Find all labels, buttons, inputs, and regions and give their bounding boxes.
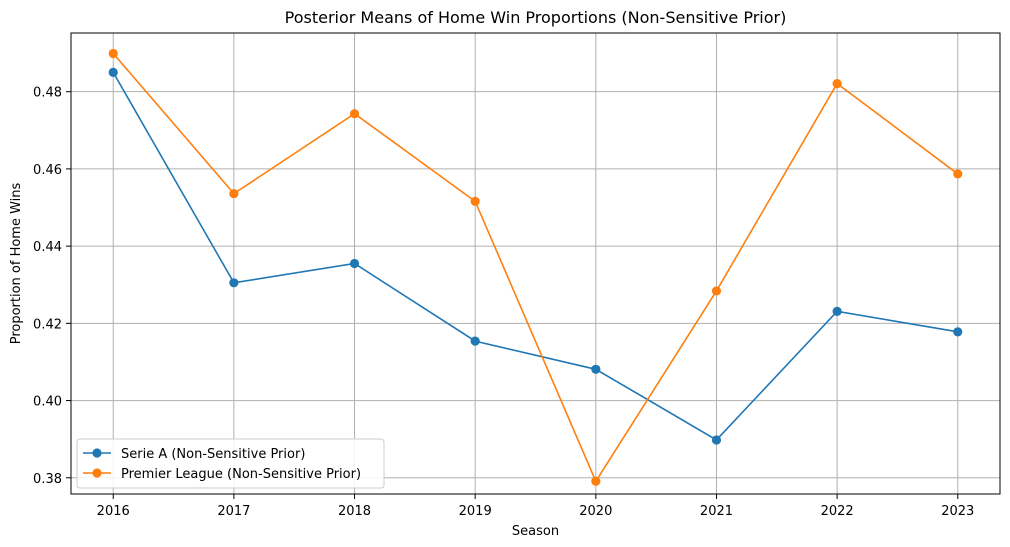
data-point [108,67,118,77]
data-point [711,435,722,445]
y-axis-label: Proportion of Home Wins [9,182,24,344]
legend-label: Premier League (Non-Sensitive Prior) [121,467,361,482]
data-point [470,336,480,346]
data-point [953,169,963,179]
y-axis-ticks: 0.38 0.40 0.42 0.44 0.46 0.48 [33,86,71,487]
legend-swatch-marker [92,468,102,478]
series-layer [108,48,963,486]
data-point [229,189,239,199]
x-tick-label: 2022 [821,504,854,519]
chart-title: Posterior Means of Home Win Proportions … [285,8,787,27]
data-point [832,78,842,89]
legend-item: Premier League (Non-Sensitive Prior) [83,467,361,482]
data-point [591,364,601,374]
x-tick-label: 2019 [459,504,492,519]
legend-item: Serie A (Non-Sensitive Prior) [83,447,305,462]
y-tick-label: 0.42 [33,317,62,332]
x-tick-label: 2023 [941,504,974,519]
grid [71,33,1000,494]
x-tick-label: 2018 [338,504,371,519]
y-tick-label: 0.40 [33,395,62,410]
data-point [953,327,963,337]
series-1 [108,48,963,486]
data-point [470,196,480,206]
x-tick-label: 2020 [579,504,612,519]
y-tick-label: 0.48 [33,86,62,101]
legend-box [76,438,385,489]
data-point [349,258,360,269]
series-line [112,52,959,483]
y-tick-label: 0.44 [33,240,62,255]
x-tick-label: 2021 [700,504,733,519]
y-tick-label: 0.46 [33,163,62,178]
data-point [349,109,360,119]
y-tick-label: 0.38 [33,472,62,487]
data-point [832,306,842,316]
legend-swatch-marker [92,448,102,458]
data-point [711,286,722,296]
series-line [112,71,958,441]
plot-frame [70,32,1001,495]
x-axis-label: Season [512,524,559,539]
data-point [229,278,239,288]
legend: Serie A (Non-Sensitive Prior) Premier Lea… [76,438,385,489]
x-tick-label: 2017 [217,504,250,519]
series-0 [108,67,963,445]
x-tick-label: 2016 [97,504,130,519]
data-point [591,476,601,486]
legend-label: Serie A (Non-Sensitive Prior) [121,447,305,462]
x-axis-ticks: 2016 2017 2018 2019 2020 2021 2022 2023 [97,494,974,519]
data-point [108,48,118,59]
